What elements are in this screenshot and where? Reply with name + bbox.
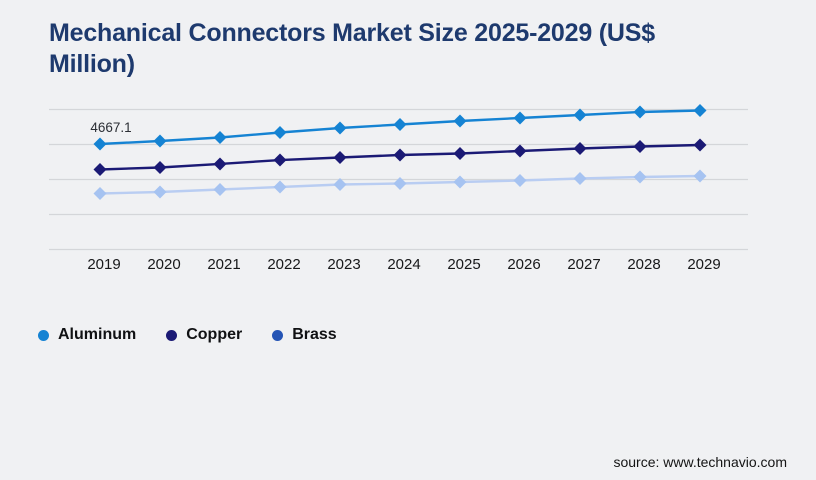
source-credit: source: www.technavio.com	[613, 454, 787, 470]
data-point-brass[interactable]	[153, 185, 167, 199]
x-tick-label: 2023	[327, 256, 361, 273]
data-point-brass[interactable]	[93, 187, 107, 201]
data-point-copper[interactable]	[273, 153, 287, 167]
x-tick-label: 2019	[87, 256, 121, 273]
data-point-copper[interactable]	[573, 142, 587, 156]
data-point-copper[interactable]	[693, 138, 707, 152]
data-point-aluminum[interactable]	[633, 105, 647, 119]
legend-label: Copper	[186, 326, 243, 343]
x-axis-labels: 2019 2020 2021 2022 2023 2024 2025 2026 2027 2028…	[0, 256, 816, 276]
data-point-aluminum[interactable]	[393, 118, 407, 131]
chart-title: Mechanical Connectors Market Size 2025-2…	[49, 19, 655, 78]
data-point-aluminum[interactable]	[93, 137, 107, 151]
data-point-brass[interactable]	[213, 183, 227, 197]
legend-dot-aluminum	[38, 329, 49, 341]
chart-legend: Aluminum Copper Brass	[38, 323, 337, 347]
data-point-copper[interactable]	[213, 157, 227, 171]
legend-item-aluminum[interactable]: Aluminum	[38, 326, 136, 344]
data-point-label: 4667.1	[90, 120, 132, 135]
data-point-brass[interactable]	[333, 177, 347, 191]
legend-dot-copper	[166, 329, 178, 341]
data-point-aluminum[interactable]	[513, 111, 527, 125]
legend-dot-brass	[272, 329, 284, 341]
data-point-copper[interactable]	[633, 139, 647, 153]
legend-label: Brass	[292, 326, 337, 343]
data-point-brass[interactable]	[393, 176, 407, 190]
x-tick-label: 2027	[567, 256, 601, 273]
data-point-brass[interactable]	[453, 175, 467, 189]
data-point-aluminum[interactable]	[333, 121, 347, 135]
data-point-aluminum[interactable]	[273, 126, 287, 140]
x-tick-label: 2021	[207, 256, 241, 273]
data-point-copper[interactable]	[93, 163, 107, 177]
data-point-copper[interactable]	[453, 147, 467, 161]
data-point-copper[interactable]	[153, 160, 167, 174]
x-tick-label: 2025	[447, 256, 481, 273]
x-tick-label: 2020	[147, 256, 181, 273]
data-point-aluminum[interactable]	[153, 134, 167, 148]
x-tick-label: 2022	[267, 256, 301, 273]
data-point-brass[interactable]	[273, 180, 287, 194]
data-point-aluminum[interactable]	[693, 104, 707, 118]
data-point-aluminum[interactable]	[453, 114, 467, 128]
x-tick-label: 2029	[687, 256, 721, 273]
data-point-brass[interactable]	[693, 169, 707, 183]
x-tick-label: 2026	[507, 256, 541, 273]
data-point-brass[interactable]	[513, 173, 527, 187]
data-point-copper[interactable]	[393, 148, 407, 162]
x-tick-label: 2024	[387, 256, 421, 273]
legend-label: Aluminum	[58, 326, 137, 343]
x-tick-label: 2028	[627, 256, 661, 273]
legend-item-copper[interactable]: Copper	[166, 326, 242, 344]
data-point-aluminum[interactable]	[573, 108, 587, 122]
data-point-copper[interactable]	[513, 144, 527, 158]
legend-item-brass[interactable]: Brass	[272, 326, 337, 344]
data-point-brass[interactable]	[573, 172, 587, 186]
data-point-aluminum[interactable]	[213, 130, 227, 144]
data-point-copper[interactable]	[333, 151, 347, 165]
data-point-brass[interactable]	[633, 170, 647, 184]
